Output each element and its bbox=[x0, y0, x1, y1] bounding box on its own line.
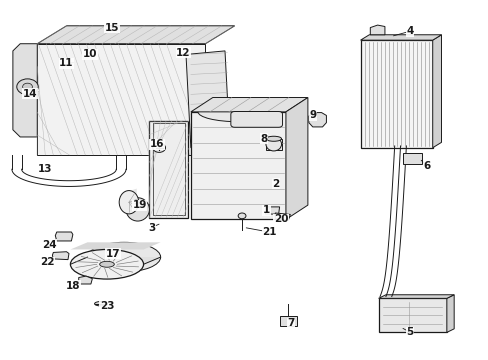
Text: 1: 1 bbox=[262, 206, 269, 216]
Circle shape bbox=[17, 79, 38, 95]
Polygon shape bbox=[446, 295, 453, 332]
Polygon shape bbox=[190, 98, 307, 112]
Text: 11: 11 bbox=[59, 58, 74, 68]
Text: 18: 18 bbox=[65, 281, 80, 291]
Text: 12: 12 bbox=[176, 48, 190, 58]
Text: 21: 21 bbox=[262, 227, 277, 237]
Text: 24: 24 bbox=[42, 239, 57, 249]
Polygon shape bbox=[285, 98, 307, 220]
Circle shape bbox=[238, 213, 245, 219]
Text: 13: 13 bbox=[37, 164, 52, 174]
FancyBboxPatch shape bbox=[230, 112, 282, 127]
Circle shape bbox=[153, 143, 165, 152]
Polygon shape bbox=[55, 232, 73, 241]
Text: 2: 2 bbox=[272, 179, 279, 189]
Text: 4: 4 bbox=[406, 26, 413, 36]
Bar bbox=[279, 316, 297, 326]
Polygon shape bbox=[70, 242, 160, 249]
Text: 17: 17 bbox=[105, 248, 120, 258]
Text: 6: 6 bbox=[423, 161, 430, 171]
Text: 7: 7 bbox=[286, 319, 294, 328]
Polygon shape bbox=[79, 276, 92, 284]
Ellipse shape bbox=[198, 102, 278, 122]
Text: 23: 23 bbox=[100, 301, 114, 311]
Polygon shape bbox=[265, 207, 279, 214]
Polygon shape bbox=[275, 213, 290, 220]
Text: 19: 19 bbox=[132, 200, 146, 210]
Ellipse shape bbox=[265, 136, 281, 141]
Ellipse shape bbox=[70, 249, 143, 279]
Bar bbox=[265, 139, 281, 149]
Polygon shape bbox=[37, 44, 205, 155]
Polygon shape bbox=[13, 44, 37, 137]
Polygon shape bbox=[308, 113, 326, 127]
Bar bbox=[153, 123, 184, 215]
Text: 9: 9 bbox=[308, 111, 316, 121]
Text: 15: 15 bbox=[104, 23, 119, 33]
Bar bbox=[190, 112, 285, 220]
Circle shape bbox=[22, 83, 32, 90]
Bar bbox=[149, 121, 188, 218]
Text: 20: 20 bbox=[273, 215, 288, 224]
Text: 8: 8 bbox=[260, 134, 267, 144]
Ellipse shape bbox=[126, 198, 149, 221]
Bar bbox=[360, 40, 432, 148]
Text: 5: 5 bbox=[406, 327, 413, 337]
Polygon shape bbox=[128, 189, 137, 214]
Bar bbox=[378, 298, 446, 332]
Polygon shape bbox=[360, 35, 441, 40]
Ellipse shape bbox=[87, 242, 160, 272]
Text: 3: 3 bbox=[148, 224, 155, 233]
Polygon shape bbox=[432, 35, 441, 148]
Polygon shape bbox=[70, 257, 160, 264]
Text: 10: 10 bbox=[82, 49, 97, 59]
Text: 14: 14 bbox=[22, 89, 37, 99]
Ellipse shape bbox=[100, 261, 114, 267]
Polygon shape bbox=[369, 25, 384, 35]
Ellipse shape bbox=[119, 190, 139, 214]
Ellipse shape bbox=[265, 137, 281, 151]
Text: 16: 16 bbox=[149, 139, 163, 149]
Text: 22: 22 bbox=[40, 257, 54, 267]
Polygon shape bbox=[52, 252, 69, 260]
Polygon shape bbox=[37, 26, 234, 44]
Ellipse shape bbox=[94, 302, 106, 306]
Polygon shape bbox=[378, 295, 453, 298]
Polygon shape bbox=[185, 51, 229, 148]
Bar bbox=[402, 153, 422, 164]
